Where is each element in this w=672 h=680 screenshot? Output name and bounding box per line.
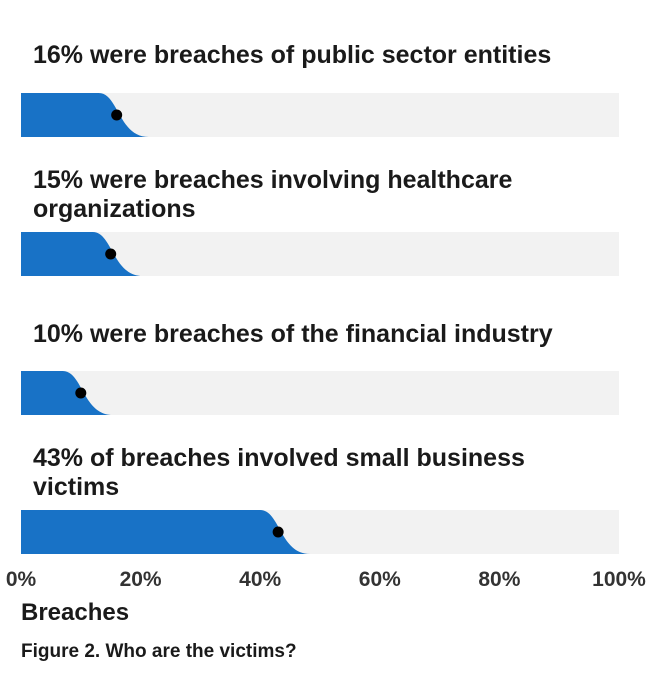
- bar: [21, 510, 311, 554]
- value-marker: [105, 248, 117, 260]
- x-tick-label: 40%: [239, 568, 281, 591]
- bar-label: organizations: [33, 195, 196, 223]
- bar-label: 43% of breaches involved small business: [33, 444, 525, 472]
- x-tick-label: 80%: [478, 568, 520, 591]
- x-axis-ticks: 0% 20% 40% 60% 80% 100%: [6, 568, 646, 591]
- bar: [21, 93, 149, 137]
- x-tick-label: 0%: [6, 568, 37, 591]
- bar-label: 15% were breaches involving healthcare: [33, 166, 512, 194]
- x-axis-title: Breaches: [21, 599, 129, 626]
- x-tick-label: 60%: [359, 568, 401, 591]
- bar: [21, 371, 113, 415]
- bar-label: victims: [33, 473, 119, 501]
- bar: [21, 232, 143, 276]
- bar-label: 10% were breaches of the financial indus…: [33, 320, 553, 348]
- value-marker: [75, 387, 87, 399]
- bars-group: 16% were breaches of public sector entit…: [21, 41, 619, 554]
- value-marker: [272, 526, 284, 538]
- bar-label: 16% were breaches of public sector entit…: [33, 41, 551, 69]
- figure-caption: Figure 2. Who are the victims?: [21, 641, 297, 662]
- value-marker: [111, 109, 123, 121]
- x-tick-label: 20%: [120, 568, 162, 591]
- bar-track: [21, 371, 619, 415]
- x-tick-label: 100%: [592, 568, 646, 591]
